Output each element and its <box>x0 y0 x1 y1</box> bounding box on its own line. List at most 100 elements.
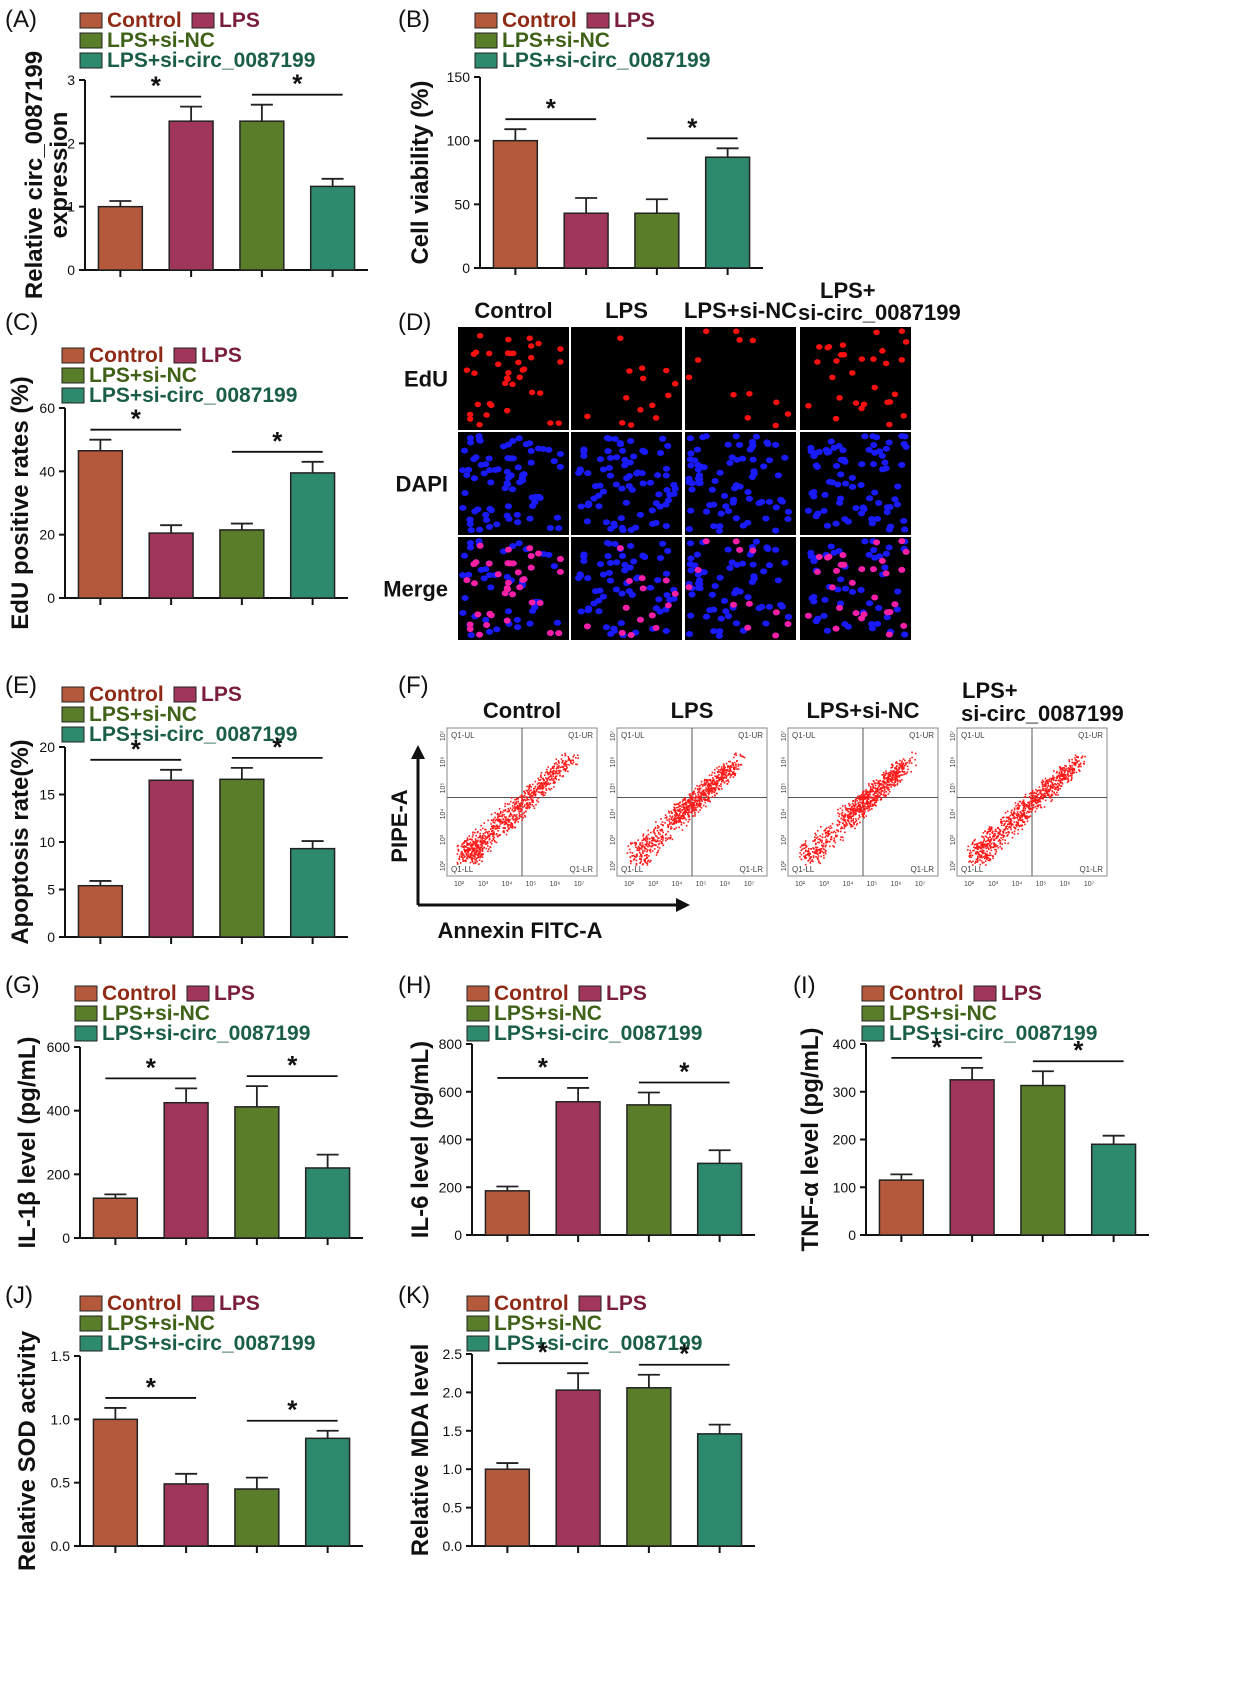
event-dot <box>896 765 898 767</box>
event-dot <box>510 813 513 816</box>
event-dot <box>479 835 482 838</box>
edu-nucleus <box>749 337 757 344</box>
event-dot <box>511 805 514 807</box>
event-dot <box>475 857 478 859</box>
event-dot <box>715 783 718 786</box>
event-dot <box>994 828 997 831</box>
event-dot <box>670 821 672 824</box>
edu-nucleus <box>836 395 843 401</box>
event-dot <box>702 783 704 786</box>
dapi-nucleus <box>618 485 626 492</box>
event-dot <box>636 855 639 857</box>
event-dot <box>1004 820 1007 823</box>
dapi-nucleus <box>778 603 786 610</box>
event-dot <box>492 825 494 827</box>
event-dot <box>471 854 474 857</box>
event-dot <box>682 813 684 815</box>
event-dot <box>646 864 649 866</box>
dapi-nucleus <box>584 470 592 477</box>
column-title: LPS+si-NC <box>684 298 797 323</box>
event-dot <box>1035 807 1038 810</box>
event-dot <box>878 782 881 785</box>
event-dot <box>1014 816 1017 819</box>
event-dot <box>898 764 901 766</box>
event-dot <box>463 841 466 843</box>
panel-letter: (E) <box>5 672 37 699</box>
event-dot <box>908 760 910 762</box>
event-dot <box>461 845 464 848</box>
quadrant-label: Q1-UR <box>738 731 763 740</box>
event-dot <box>800 853 803 856</box>
event-dot <box>907 768 909 771</box>
x-tick-label: 10⁴ <box>843 881 854 888</box>
event-dot <box>719 776 721 779</box>
event-dot <box>496 835 499 837</box>
event-dot <box>461 843 464 846</box>
event-dot <box>897 775 900 777</box>
event-dot <box>1047 794 1049 797</box>
event-dot <box>698 789 701 791</box>
event-dot <box>671 812 674 814</box>
dapi-nucleus <box>720 492 729 499</box>
dapi-nucleus <box>595 597 603 604</box>
y-tick-label: 10² <box>440 860 447 871</box>
event-dot <box>1031 789 1034 792</box>
event-dot <box>505 819 508 822</box>
event-dot <box>875 801 878 804</box>
dapi-nucleus <box>810 493 818 500</box>
event-dot <box>851 815 854 818</box>
event-dot <box>692 807 694 810</box>
event-dot <box>650 859 652 862</box>
event-dot <box>856 799 858 802</box>
event-dot <box>686 807 689 810</box>
dapi-nucleus <box>728 454 736 461</box>
event-dot <box>504 810 506 812</box>
event-dot <box>657 843 660 846</box>
event-dot <box>503 809 505 812</box>
event-dot <box>488 835 491 837</box>
event-dot <box>804 863 807 866</box>
event-dot <box>649 849 651 851</box>
y-tick-label: 0.5 <box>443 1500 463 1516</box>
event-dot <box>709 790 712 793</box>
event-dot <box>887 778 889 781</box>
event-dot <box>1007 834 1009 836</box>
event-dot <box>494 811 496 814</box>
event-dot <box>535 803 537 806</box>
y-tick-label: 10⁷ <box>781 730 788 741</box>
event-dot <box>671 823 674 825</box>
event-dot <box>892 779 894 781</box>
legend-label: LPS+si-NC <box>494 1002 602 1025</box>
event-dot <box>1021 828 1023 831</box>
dapi-nucleus <box>508 486 517 493</box>
event-dot <box>1047 784 1050 787</box>
dapi-nucleus <box>662 523 670 530</box>
event-dot <box>870 797 872 799</box>
event-dot <box>875 798 877 800</box>
dapi-nucleus <box>724 441 732 448</box>
event-dot <box>1038 786 1041 788</box>
dapi-nucleus <box>807 549 815 556</box>
dapi-nucleus <box>611 436 619 443</box>
event-dot <box>694 815 696 817</box>
event-dot <box>863 813 865 815</box>
dapi-nucleus <box>869 461 878 468</box>
event-dot <box>1058 771 1061 774</box>
event-dot <box>867 791 870 794</box>
event-dot <box>1065 776 1068 778</box>
event-dot <box>564 770 567 772</box>
legend-label: LPS+si-NC <box>107 1312 215 1335</box>
event-dot <box>716 782 719 784</box>
chart-g: (G) Control LPSLPS+si-NCLPS+si-circ_008719… <box>5 972 363 1249</box>
event-dot <box>1012 813 1014 815</box>
event-dot <box>1052 778 1055 780</box>
event-dot <box>678 805 680 808</box>
edu-nucleus <box>617 335 624 341</box>
event-dot <box>463 845 466 847</box>
event-dot <box>675 806 678 809</box>
edu-nucleus <box>501 380 509 387</box>
event-dot <box>478 847 481 849</box>
y-tick-label: 0 <box>47 929 55 945</box>
event-dot <box>670 827 673 830</box>
dapi-nucleus <box>461 595 469 602</box>
